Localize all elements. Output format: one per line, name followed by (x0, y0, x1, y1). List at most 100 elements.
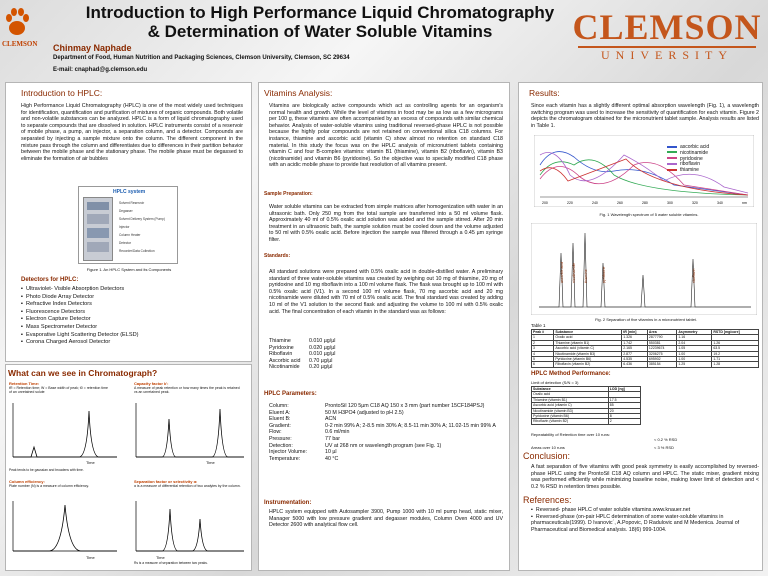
standard-row: Thiamine 0.010 µg/µl (269, 338, 337, 345)
standard-value: 0.20 µg/µl (309, 364, 333, 371)
lod-table: Substance LOD [ng] Oxalic acid Thiamine (vi… (531, 385, 642, 425)
param-value: 10 µl (325, 449, 337, 456)
time-label-1: Time (86, 460, 95, 465)
table-cell: Ascorbic acid (vitamin C) (553, 345, 623, 352)
standard-row: Pyridoxine 0.020 µg/µl (269, 345, 337, 352)
hplc-fig-label: Detector (119, 241, 132, 245)
detector-item: Electron Capture Detector (21, 316, 139, 324)
fig1-caption: Fig. 1 Wavelength spectrum of 5 water so… (599, 212, 699, 217)
detectors-title: Detectors for HPLC: (21, 277, 79, 283)
table-cell: Nicotinamide (vitamin B3) (553, 350, 623, 358)
instrumentation-title: Instrumentation: (264, 500, 312, 506)
legend-swatch (667, 157, 677, 160)
spectrum-curve (539, 162, 749, 196)
sample-prep-title: Sample Preparation: (264, 191, 313, 197)
table-cell: 1.28 (711, 361, 759, 368)
retention-title: Retention Time: (9, 381, 40, 386)
spectrum-tick-label: 340 (717, 201, 723, 205)
separation-chromatogram-chart: ascorbic acid nicotinamide thiamine pyridox… (531, 223, 757, 315)
param-key: Gradient: (269, 422, 291, 429)
reference-item: Reversed-phase (on-pair HPLC determinati… (531, 514, 757, 534)
param-value: UV at 268 nm or wavelength program (see … (325, 442, 442, 449)
standard-name: Nicotinamide (269, 364, 300, 371)
param-key: Temperature: (269, 455, 301, 462)
legend-entry: nicotinamide (667, 150, 709, 157)
spectrum-tick-label: 200 (542, 201, 548, 205)
param-value: ProntoSil 120 5µm C18 AQ 150 x 3 mm (par… (325, 403, 485, 409)
peak-label: thiamine (584, 269, 588, 283)
table-cell: Pyridoxine (vitamin B6) (553, 355, 623, 363)
legend-swatch (667, 151, 677, 154)
retention-text: tR = Retention time; W = Base width of p… (9, 386, 108, 395)
param-key: Eluent A: (269, 409, 291, 416)
capacity-title: Capacity factor k': (134, 381, 169, 386)
results-heading: Results: (529, 88, 560, 98)
lod-header: LOD [ng] (607, 385, 642, 393)
table-cell: 6 (530, 361, 555, 368)
vitamins-panel: Vitamins Analysis: Vitamins are biologic… (258, 82, 510, 571)
param-row: Temperature: 40 °C (269, 456, 501, 463)
spectrum-tick-label: 280 (642, 201, 648, 205)
hplc-fig-caption: Figure 1. An HPLC System and its Compone… (86, 267, 172, 272)
spectrum-curve (539, 158, 749, 196)
spectrum-tick-label: 240 (592, 201, 598, 205)
hplc-parameters: Column: ProntoSil 120 5µm C18 AQ 150 x 3 … (269, 403, 501, 462)
hplc-fig-label: Column Heater (119, 233, 141, 237)
separation-title: Separation factor or selectivity α: (134, 479, 198, 484)
param-value: 0.6 ml/min (325, 429, 350, 436)
resolution-note: Rs is a measure of separation between tw… (134, 561, 208, 565)
legend-label: ascorbic acid (680, 144, 710, 150)
param-value: 40 °C (325, 455, 339, 462)
vitamins-heading: Vitamins Analysis: (264, 88, 333, 98)
legend-entry: ascorbic acid (667, 144, 710, 151)
areas-label: Areas over 10 runs (531, 445, 565, 450)
standard-row: Ascorbic acid 0.70 µg/µl (269, 358, 337, 365)
references-list: Reversed- phase HPLC of water soluble vi… (531, 507, 757, 533)
table-cell: 2877790 (646, 334, 678, 341)
spectrum-frame (534, 135, 754, 207)
repeat-label: Repeatability of Retention time over 10 … (531, 432, 610, 437)
poster-title-line2: & Determination of Water Soluble Vitamin… (147, 22, 493, 41)
time-label-4: Time (156, 555, 165, 560)
chromatogram-frame (531, 223, 757, 315)
param-key: Column: (269, 403, 289, 409)
peak-label: ascorbic acid (560, 262, 564, 283)
hplc-fig-title: HPLC system (113, 189, 146, 195)
table-cell: 3206275 (646, 350, 678, 358)
standard-value: 0.010 µg/µl (309, 351, 336, 358)
peak-note: Peak tends to be gaussian and broadens w… (9, 468, 84, 472)
references-heading: References: (523, 495, 572, 505)
param-row: Eluent B: ACN (269, 416, 501, 423)
legend-entry: riboflavin (667, 161, 709, 168)
table-cell: 1.25 (676, 361, 713, 368)
param-row: Column: ProntoSil 120 5µm C18 AQ 150 x 3 … (269, 403, 501, 410)
standard-value: 0.020 µg/µl (309, 344, 336, 351)
wavelength-spectrum-chart: 200 220 240 260 280 300 320 340 nm (534, 135, 754, 207)
spectrum-curve (539, 151, 749, 196)
intro-panel: Introduction to HPLC: High Performance L… (5, 82, 252, 362)
lod-label: Limit of detection (S/N = 3) (531, 380, 579, 385)
detectors-list: Ultraviolet- Visible Absorption Detector… (21, 286, 139, 347)
efficiency-text: Plate number (N) is a measure of column … (9, 484, 90, 488)
param-key: Flow: (269, 429, 282, 436)
repeat-value: < 0.2 % RSD (654, 437, 678, 442)
standard-row: Nicotinamide 0.20 µg/µl (269, 364, 337, 371)
poster-header: CLEMSON Introduction to High Performance… (0, 0, 768, 82)
table-cell: Thiamine (vitamin B1) (553, 339, 623, 347)
areas-value: < 3 % RSD (654, 445, 674, 450)
table-header: Peak # (530, 328, 555, 336)
table1-title: Table 1 (531, 323, 546, 328)
spectrum-tick-label: nm (742, 201, 747, 205)
param-row: Gradient: 0-2 min 99% A; 2-8.5 min 30% A;… (269, 423, 501, 430)
spectrum-tick-label: 320 (692, 201, 698, 205)
hplc-instrument-image (83, 197, 113, 261)
peak-label: riboflavin (692, 269, 696, 283)
legend-entry: thiamine (667, 167, 709, 174)
hplc-system-figure: HPLC system Solvent Reservoir Degasser Sol… (78, 186, 178, 264)
legend-label: thiamine (680, 167, 699, 174)
legend-entry: pyridoxine (667, 156, 709, 163)
efficiency-chromatogram (12, 501, 117, 552)
capacity-text: A measure of peak retention or how many … (134, 386, 240, 395)
params-title: HPLC Parameters: (264, 391, 317, 397)
intro-text: High Performance Liquid Chromatography (… (21, 103, 243, 162)
